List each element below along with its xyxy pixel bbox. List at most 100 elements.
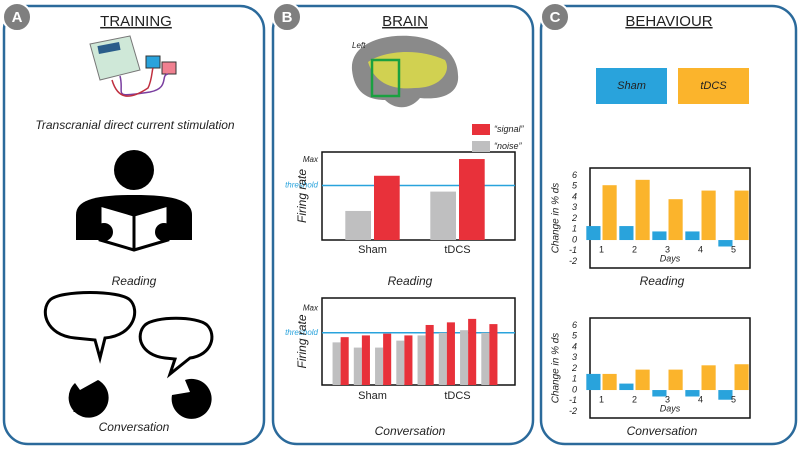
bar	[430, 191, 456, 240]
bar	[652, 231, 667, 241]
bar	[586, 373, 601, 391]
x-tick-label: 4	[698, 394, 703, 404]
charts: Max threshold Sham tDCS Firing rate Reading “n…	[285, 68, 751, 438]
brain-image	[351, 35, 459, 108]
x-axis-label: Days	[660, 253, 681, 263]
panel-letter: C	[550, 9, 561, 26]
y-axis-label: Change in % ds	[551, 183, 562, 254]
x-tick-label: 2	[632, 244, 637, 254]
x-tick-label: tDCS	[444, 390, 470, 402]
bar	[481, 332, 490, 385]
conversation-icon	[43, 291, 214, 419]
letter-badge	[272, 2, 302, 32]
chart-title: Conversation	[627, 424, 698, 438]
caption: Transcranial direct current stimulation	[35, 118, 235, 132]
legend-swatch	[472, 124, 490, 135]
panel-title: TRAINING	[100, 13, 172, 30]
bar	[701, 190, 716, 241]
y-tick-label: Max	[303, 304, 319, 313]
bar	[332, 342, 341, 385]
reading-icon	[76, 150, 192, 252]
bar	[489, 324, 498, 385]
y-tick-label: -1	[569, 245, 577, 255]
y-tick-label: 1	[572, 224, 577, 234]
bar	[635, 369, 650, 391]
panel-letter: A	[12, 9, 23, 26]
panel-title: BEHAVIOUR	[625, 13, 712, 30]
y-tick-label: 0	[572, 384, 577, 394]
caption: Conversation	[99, 420, 170, 434]
y-tick-label: 4	[572, 341, 577, 351]
legend-label: Sham	[617, 80, 646, 92]
bar	[718, 240, 733, 247]
bar	[668, 199, 683, 241]
bar	[438, 332, 447, 385]
legend-label: “signal”	[494, 124, 525, 134]
y-tick-label: 1	[572, 374, 577, 384]
y-tick-label: threshold	[285, 328, 318, 337]
bar	[652, 390, 667, 397]
tdcs-device-icon	[89, 35, 177, 97]
bar	[635, 179, 650, 241]
bar	[718, 390, 733, 400]
x-tick-label: Sham	[358, 244, 387, 256]
plot-frame	[589, 167, 751, 269]
chart-title: Reading	[640, 274, 685, 288]
bar	[602, 373, 617, 391]
x-tick-label: 4	[698, 244, 703, 254]
x-tick-label: tDCS	[444, 244, 470, 256]
panel-title: BRAIN	[382, 13, 428, 30]
legend-label: tDCS	[700, 80, 727, 92]
bar	[734, 364, 749, 391]
bar	[586, 226, 601, 241]
chart-title: Conversation	[375, 424, 446, 438]
y-tick-label: -2	[569, 256, 577, 266]
y-tick-label: -2	[569, 406, 577, 416]
y-axis-label: Change in % ds	[551, 333, 562, 404]
bar	[353, 347, 362, 385]
y-tick-label: 5	[572, 181, 578, 191]
bar	[619, 226, 634, 241]
x-tick-label: 5	[731, 244, 736, 254]
x-tick-label: 3	[665, 244, 670, 254]
panel-letter: B	[282, 9, 293, 26]
bar	[417, 335, 426, 385]
bar	[396, 340, 405, 385]
bar	[374, 175, 400, 240]
bar	[619, 383, 634, 391]
y-tick-label: 6	[572, 320, 577, 330]
legend-swatch	[472, 141, 490, 152]
x-tick-label: 2	[632, 394, 637, 404]
chart-title: Reading	[388, 274, 433, 288]
y-tick-label: 6	[572, 170, 577, 180]
bar	[701, 365, 716, 391]
y-tick-label: -1	[569, 395, 577, 405]
bar	[404, 335, 413, 385]
x-axis-label: Days	[660, 403, 681, 413]
plot-frame	[321, 151, 516, 241]
legend-swatch	[678, 68, 749, 104]
y-tick-label: Max	[303, 155, 319, 164]
bar	[602, 185, 617, 241]
y-tick-label: threshold	[285, 181, 318, 190]
y-tick-label: 4	[572, 191, 577, 201]
letter-badge	[2, 2, 32, 32]
bar	[361, 335, 370, 385]
legend-swatch	[596, 68, 667, 104]
y-tick-label: 3	[572, 352, 577, 362]
bar	[460, 330, 469, 385]
bar	[345, 210, 371, 240]
bar	[375, 347, 384, 385]
bar	[459, 159, 485, 240]
bar	[383, 333, 392, 385]
letter-badge	[540, 2, 570, 32]
bar	[668, 369, 683, 391]
y-tick-label: 5	[572, 331, 578, 341]
bar	[340, 337, 349, 385]
x-tick-label: 5	[731, 394, 736, 404]
y-tick-label: 2	[571, 363, 577, 373]
bar	[685, 390, 700, 397]
bar	[446, 322, 455, 385]
